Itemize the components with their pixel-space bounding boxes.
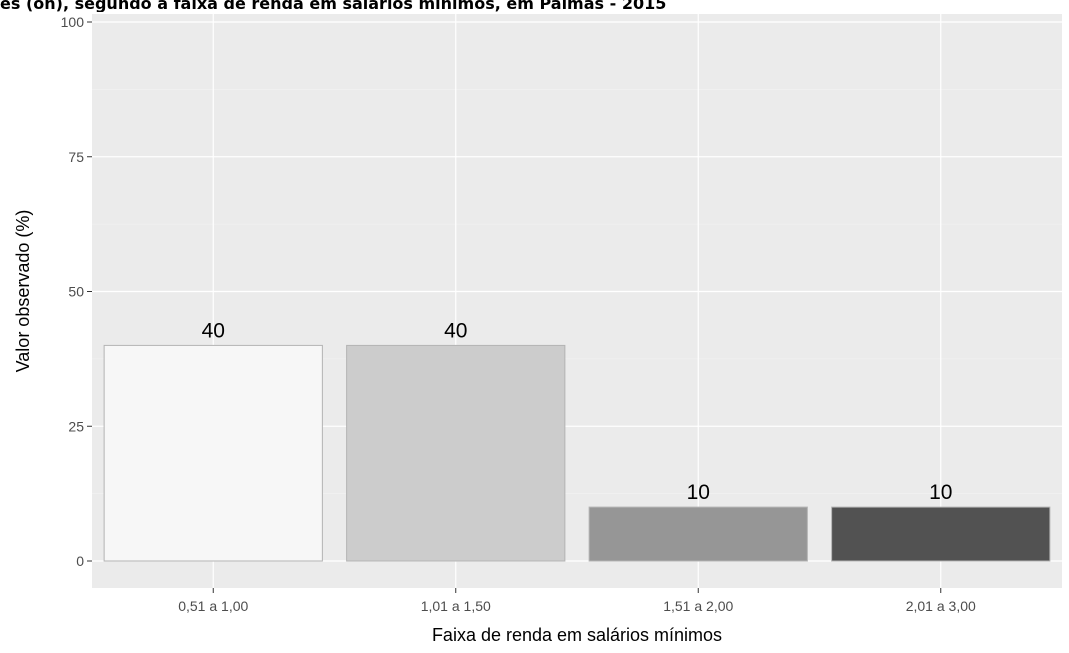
y-axis-title: Valor observado (%) [13,210,33,373]
bar [103,344,323,562]
y-tick-label: 0 [76,553,84,569]
y-tick-label: 25 [68,418,84,434]
bar-data-label: 40 [444,319,467,342]
chart-title-fragment: es (on), segundo a faixa de renda em sal… [0,0,667,12]
y-tick-label: 100 [61,14,85,30]
bar-data-label: 10 [687,481,710,504]
bar-data-labels: 40 40 10 10 [202,319,953,504]
y-tick-label: 50 [68,284,84,300]
bar [346,344,566,562]
bar [831,506,1051,562]
y-axis: 0 25 50 75 100 [61,14,92,569]
y-tick-label: 75 [68,149,84,165]
x-tick-label: 1,51 a 2,00 [663,598,733,614]
bar [588,506,808,562]
x-axis-title: Faixa de renda em salários mínimos [432,625,722,645]
x-tick-label: 2,01 a 3,00 [906,598,976,614]
x-tick-label: 0,51 a 1,00 [178,598,248,614]
bars [103,344,1051,562]
x-tick-label: 1,01 a 1,50 [421,598,491,614]
x-axis: 0,51 a 1,00 1,01 a 1,50 1,51 a 2,00 2,01 a … [178,588,976,614]
bar-data-label: 40 [202,319,225,342]
bar-data-label: 10 [929,481,952,504]
